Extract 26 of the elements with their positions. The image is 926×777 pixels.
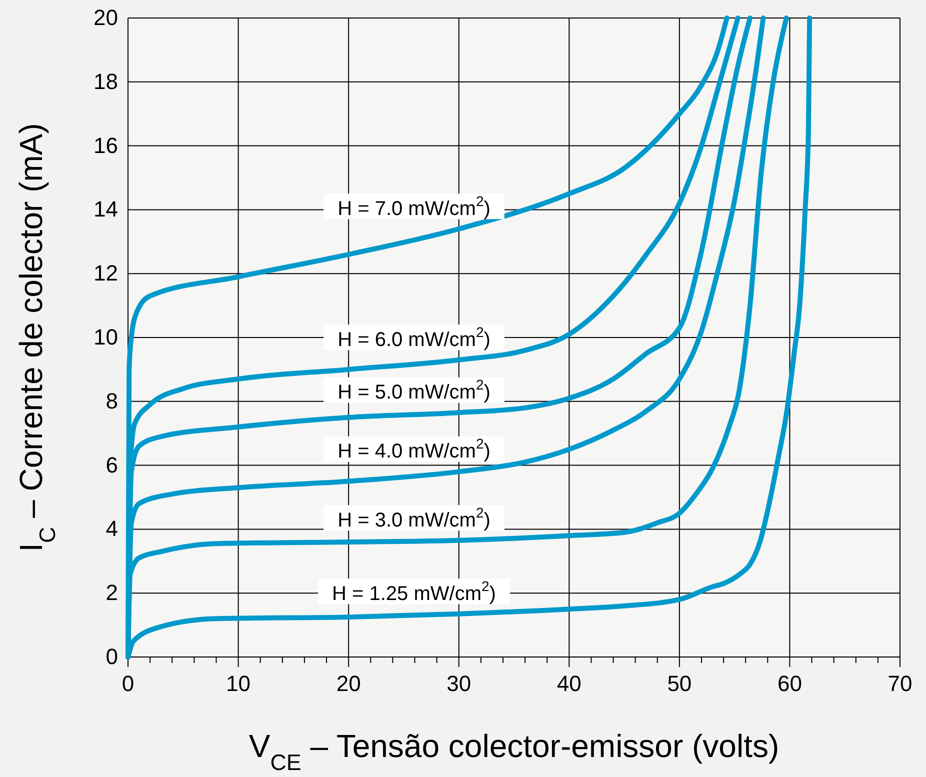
x-tick-label: 0: [122, 671, 134, 696]
y-tick-label: 10: [94, 324, 118, 350]
y-tick-label: 8: [106, 388, 118, 414]
y-tick-label: 4: [106, 516, 118, 542]
series-label: H = 1.25 mW/cm$^{2}$): [332, 578, 496, 606]
x-tick-label: 50: [667, 671, 692, 696]
x-tick-label: 70: [888, 671, 912, 696]
series-label: H = 3.0 mW/cm$^{2}$): [338, 504, 490, 532]
x-tick-label: 60: [777, 671, 802, 696]
y-tick-label: 18: [94, 68, 118, 94]
y-tick-label: 16: [94, 132, 118, 158]
y-tick-label: 12: [94, 260, 118, 286]
y-tick-label: 14: [94, 196, 118, 222]
series-label: H = 4.0 mW/cm$^{2}$): [338, 435, 490, 463]
x-tick-label: 30: [446, 671, 472, 696]
x-tick-label: 40: [556, 671, 582, 696]
series-label: H = 7.0 mW/cm$^{2}$): [338, 192, 490, 220]
series-label: H = 6.0 mW/cm$^{2}$): [338, 324, 490, 352]
y-tick-label: 0: [106, 644, 118, 670]
x-axis-title: V$_{CE}$ – Tensão colector-emissor (volts): [248, 728, 780, 774]
y-tick-label: 2: [106, 580, 118, 606]
y-tick-label: 20: [94, 5, 118, 30]
y-tick-label: 6: [106, 452, 118, 478]
x-tick-label: 20: [336, 671, 361, 696]
series-label: H = 5.0 mW/cm$^{2}$): [338, 376, 490, 404]
x-tick-label: 10: [226, 671, 251, 696]
